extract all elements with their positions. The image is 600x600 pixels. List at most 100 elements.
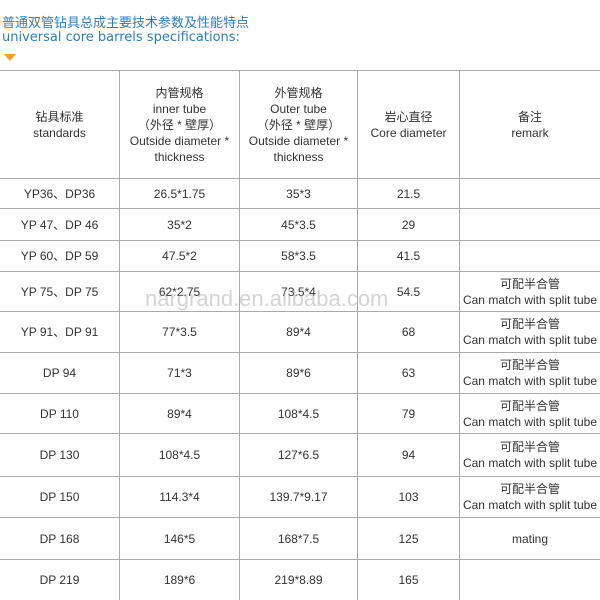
cell-text: YP36、DP36 bbox=[23, 186, 96, 201]
cell-text: 63 bbox=[401, 366, 416, 380]
cell-text: 94 bbox=[401, 448, 416, 462]
cell-text: 103 bbox=[398, 490, 419, 504]
table-cell: DP 94 bbox=[0, 353, 120, 394]
cell-text: 189*6 bbox=[163, 573, 196, 587]
table-cell: 89*6 bbox=[240, 353, 358, 394]
cell-text: 146*5 bbox=[163, 531, 196, 546]
table-cell: 62*2.75 bbox=[120, 272, 240, 312]
cell-text: 26.5*1.75 bbox=[153, 186, 206, 201]
cell-text: 114.3*4 bbox=[159, 490, 200, 504]
table-cell: 168*7.5 bbox=[240, 518, 358, 560]
cell-text: 35*3 bbox=[286, 186, 311, 201]
table-cell: 89*4 bbox=[240, 312, 358, 353]
title-en: universal core barrels specifications: bbox=[2, 30, 240, 45]
table-cell: 29 bbox=[358, 209, 460, 241]
cell-text: 89*4 bbox=[167, 406, 192, 421]
table-cell: mating bbox=[460, 518, 600, 560]
cell-text: Can match with split tube bbox=[462, 456, 598, 470]
table-cell: 58*3.5 bbox=[240, 241, 358, 272]
table-cell: YP 75、DP 75 bbox=[0, 272, 120, 312]
table-cell: DP 110 bbox=[0, 394, 120, 434]
table-cell bbox=[460, 560, 600, 600]
cell-text: 钻具标准 bbox=[35, 109, 84, 124]
table-cell: YP36、DP36 bbox=[0, 179, 120, 209]
table-cell: 94 bbox=[358, 434, 460, 477]
cell-text: 可配半合管 bbox=[499, 358, 560, 372]
cell-text: DP 130 bbox=[39, 448, 80, 462]
table-cell: 68 bbox=[358, 312, 460, 353]
table-cell: 146*5 bbox=[120, 518, 240, 560]
table-cell bbox=[460, 179, 600, 209]
cell-text: YP 60、DP 59 bbox=[20, 249, 99, 263]
arrow-icon bbox=[4, 54, 16, 61]
table-cell bbox=[460, 209, 600, 241]
table-cell: 可配半合管 Can match with split tube bbox=[460, 394, 600, 434]
table-cell: DP 130 bbox=[0, 434, 120, 477]
table-cell: DP 168 bbox=[0, 518, 120, 560]
table-cell: 73.5*4 bbox=[240, 272, 358, 312]
cell-text: Can match with split tube bbox=[462, 374, 598, 388]
header-cell: 内管规格 inner tube （外径 * 壁厚） Outside diameter … bbox=[120, 71, 240, 179]
table-cell: 139.7*9.17 bbox=[240, 477, 358, 518]
cell-text: 89*4 bbox=[286, 325, 311, 339]
cell-text: 58*3.5 bbox=[281, 249, 316, 263]
cell-text: Outer tube bbox=[270, 101, 327, 116]
cell-text: 外管规格 bbox=[274, 85, 323, 100]
table-cell: 108*4.5 bbox=[120, 434, 240, 477]
table: 钻具标准 standards 内管规格 inner tube （外径 * 壁厚） Outs… bbox=[0, 70, 600, 600]
table-cell: 41.5 bbox=[358, 241, 460, 272]
table-cell: 125 bbox=[358, 518, 460, 560]
table-cell: 35*2 bbox=[120, 209, 240, 241]
cell-text: 89*6 bbox=[286, 366, 311, 380]
cell-text: YP 91、DP 91 bbox=[20, 325, 99, 339]
table-cell: YP 47、DP 46 bbox=[0, 209, 120, 241]
header-cell: 岩心直径 Core diameter bbox=[358, 71, 460, 179]
cell-text: standards bbox=[33, 125, 86, 140]
table-cell: 26.5*1.75 bbox=[120, 179, 240, 209]
watermark: nargrand.en.alibaba.com bbox=[145, 286, 389, 311]
cell-text: 21.5 bbox=[396, 186, 421, 201]
cell-text: Core diameter bbox=[370, 125, 447, 140]
cell-text: Can match with split tube bbox=[462, 498, 598, 512]
cell-text: 35*2 bbox=[167, 217, 192, 232]
table-cell: 127*6.5 bbox=[240, 434, 358, 477]
cell-text: 47.5*2 bbox=[162, 249, 197, 263]
cell-text: 可配半合管 bbox=[499, 440, 560, 454]
cell-text: Can match with split tube bbox=[462, 292, 598, 307]
cell-text: 岩心直径 bbox=[384, 109, 433, 124]
header-cell: 钻具标准 standards bbox=[0, 71, 120, 179]
table-cell: 可配半合管 Can match with split tube bbox=[460, 312, 600, 353]
table-cell: 可配半合管 Can match with split tube bbox=[460, 353, 600, 394]
cell-text: 29 bbox=[401, 217, 416, 232]
cell-text: （外径 * 壁厚） bbox=[256, 117, 341, 132]
table-cell: 21.5 bbox=[358, 179, 460, 209]
cell-text: thickness bbox=[273, 149, 324, 164]
cell-text: 165 bbox=[398, 573, 419, 587]
cell-text: 可配半合管 bbox=[499, 276, 560, 291]
cell-text: Can match with split tube bbox=[462, 333, 598, 347]
cell-text: 73.5*4 bbox=[281, 284, 316, 299]
cell-text: YP 75、DP 75 bbox=[20, 284, 99, 299]
cell-text: 可配半合管 bbox=[499, 317, 560, 331]
table-cell: 219*8.89 bbox=[240, 560, 358, 600]
table-cell: 54.5 bbox=[358, 272, 460, 312]
cell-text: 139.7*9.17 bbox=[269, 490, 328, 504]
cell-text: 168*7.5 bbox=[277, 531, 320, 546]
cell-text: 可配半合管 bbox=[499, 398, 560, 413]
header-cell: 外管规格 Outer tube （外径 * 壁厚） Outside diameter … bbox=[240, 71, 358, 179]
table-cell: 可配半合管 Can match with split tube bbox=[460, 434, 600, 477]
cell-text: 62*2.75 bbox=[158, 284, 201, 299]
cell-text: Outside diameter * bbox=[129, 133, 230, 148]
table-cell: 35*3 bbox=[240, 179, 358, 209]
cell-text: mating bbox=[511, 531, 549, 546]
title-cn: 普通双管钻具总成主要技术参数及性能特点 bbox=[2, 16, 250, 31]
table-cell: YP 91、DP 91 bbox=[0, 312, 120, 353]
cell-text: 219*8.89 bbox=[274, 573, 323, 587]
table-cell: 89*4 bbox=[120, 394, 240, 434]
cell-text: 77*3.5 bbox=[162, 325, 197, 339]
cell-text: 内管规格 bbox=[155, 85, 204, 100]
cell-text: Outside diameter * bbox=[248, 133, 349, 148]
cell-text: 125 bbox=[398, 531, 419, 546]
cell-text: 79 bbox=[401, 406, 416, 421]
